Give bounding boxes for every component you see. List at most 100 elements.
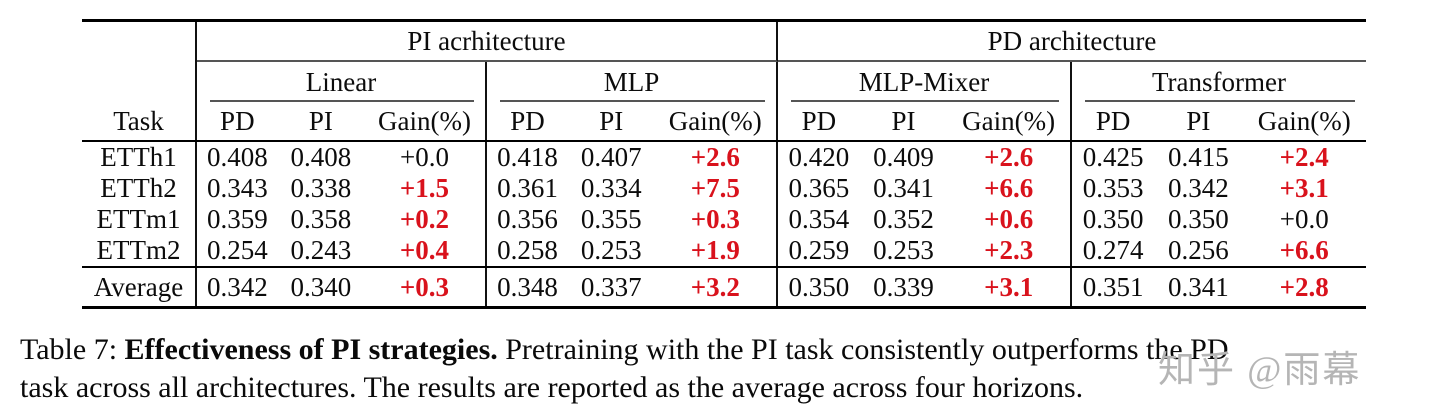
metric-cell: 0.343	[206, 173, 268, 203]
task-cell: Average	[82, 268, 197, 306]
table-row-ettm2: ETTm2 0.254 0.243 +0.4 0.258 0.253 +1.9 …	[82, 235, 1366, 266]
cells-linear: 0.342 0.340 +0.3	[197, 268, 487, 306]
cells-mlp-mixer: 0.420 0.409 +2.6	[778, 142, 1072, 173]
metric-cell: 0.350	[1168, 204, 1229, 234]
cells-transformer: 0.350 0.350 +0.0	[1072, 204, 1366, 235]
table-row-ettm1: ETTm1 0.359 0.358 +0.2 0.356 0.355 +0.3 …	[82, 204, 1366, 235]
cmidrule-transformer	[1085, 100, 1355, 102]
model-header-transformer-label: Transformer	[1152, 66, 1286, 97]
metric-cell: 0.365	[788, 173, 850, 203]
task-label: ETTm1	[96, 204, 181, 234]
results-table: PI acrhitecture PD architecture Linear M…	[82, 19, 1366, 309]
metric-cell: 0.354	[788, 204, 850, 234]
gain-cell: +0.3	[690, 204, 740, 234]
gain-cell: +6.6	[1279, 235, 1329, 265]
caption-line1-text: Pretraining with the PI task consistentl…	[505, 333, 1229, 366]
colhead-pi: PI	[891, 105, 916, 136]
arch-header-pd-label: PD architecture	[987, 25, 1157, 56]
gain-cell: +2.3	[984, 235, 1034, 265]
task-label: ETTh2	[100, 173, 177, 203]
metric-cell: 0.259	[788, 235, 850, 265]
gain-cell: +2.6	[984, 142, 1034, 172]
cmidrule-mlp	[500, 100, 765, 102]
metric-cell: 0.351	[1082, 271, 1144, 302]
cells-mlp: 0.356 0.355 +0.3	[487, 204, 778, 235]
metric-cell: 0.341	[873, 173, 934, 203]
metric-cell: 0.341	[1168, 271, 1229, 302]
caption-label: Table 7:	[20, 333, 118, 366]
gain-cell: +0.4	[399, 235, 450, 265]
model-header-linear: Linear	[197, 62, 487, 102]
cells-mlp: 0.418 0.407 +2.6	[487, 142, 778, 173]
gain-cell: +0.6	[984, 204, 1034, 234]
table-row-average: Average 0.342 0.340 +0.3 0.348 0.337 +3.…	[82, 268, 1366, 306]
metric-cell: 0.407	[580, 142, 642, 172]
caption-line-2: task across all architectures. The resul…	[20, 370, 1084, 404]
colhead-gain: Gain(%)	[668, 105, 762, 136]
metric-cell: 0.339	[873, 271, 934, 302]
gain-cell: +2.6	[690, 142, 740, 172]
metric-cell: 0.348	[497, 271, 558, 302]
metric-cell: 0.340	[290, 271, 352, 302]
metric-cell: 0.350	[1082, 204, 1144, 234]
gain-cell: +1.5	[399, 173, 450, 203]
gain-cell: +6.6	[984, 173, 1034, 203]
cells-mlp-mixer: 0.259 0.253 +2.3	[778, 235, 1072, 266]
gain-cell: +2.4	[1279, 142, 1329, 172]
cells-transformer: 0.274 0.256 +6.6	[1072, 235, 1366, 266]
colhead-gain: Gain(%)	[1257, 105, 1351, 136]
metric-cell: 0.350	[788, 271, 850, 302]
metric-cell: 0.274	[1082, 235, 1144, 265]
gain-cell: +0.2	[399, 204, 450, 234]
model-header-mlp-mixer: MLP-Mixer	[778, 62, 1072, 102]
gain-cell: +3.2	[690, 271, 740, 302]
cells-linear: 0.408 0.408 +0.0	[197, 142, 487, 173]
metric-cell: 0.356	[497, 204, 558, 234]
zhihu-watermark: 知乎 @雨幕	[1158, 350, 1362, 391]
cells-transformer: 0.353 0.342 +3.1	[1072, 173, 1366, 204]
metric-cell: 0.359	[206, 204, 268, 234]
model-header-mlp-mixer-label: MLP-Mixer	[858, 66, 990, 97]
task-column-header: Task	[82, 102, 197, 140]
arch-header-row: PI acrhitecture PD architecture	[82, 22, 1366, 62]
colheads-linear: PD PI Gain(%)	[197, 102, 487, 140]
cmidrule-mlp-mixer	[791, 100, 1059, 102]
colhead-gain: Gain(%)	[962, 105, 1056, 136]
colheads-mlp-mixer: PD PI Gain(%)	[778, 102, 1072, 140]
table-caption: Table 7: Effectiveness of PI strategies.…	[20, 331, 1424, 406]
metric-cell: 0.358	[290, 204, 352, 234]
gain-cell: +0.0	[1279, 204, 1329, 234]
model-header-mlp-label: MLP	[603, 66, 660, 97]
caption-title-bold: Effectiveness of PI strategies.	[124, 333, 498, 366]
metric-cell: 0.253	[580, 235, 642, 265]
cells-mlp-mixer: 0.365 0.341 +6.6	[778, 173, 1072, 204]
colhead-pd: PD	[801, 105, 837, 136]
column-header-row: Task PD PI Gain(%) PD PI Gain(%) PD PI G…	[82, 102, 1366, 142]
metric-cell: 0.243	[290, 235, 352, 265]
metric-cell: 0.420	[788, 142, 850, 172]
metric-cell: 0.408	[290, 142, 352, 172]
arch-header-pi: PI acrhitecture	[197, 22, 778, 62]
metric-cell: 0.408	[206, 142, 268, 172]
task-header-spacer	[82, 62, 197, 102]
task-label: Average	[93, 271, 184, 302]
task-column-header-label: Task	[113, 105, 164, 136]
gain-cell: +0.0	[400, 142, 449, 172]
colhead-pd: PD	[1095, 105, 1131, 136]
cells-mlp: 0.258 0.253 +1.9	[487, 235, 778, 266]
model-header-linear-label: Linear	[305, 66, 377, 97]
caption-line-1: Table 7: Effectiveness of PI strategies.…	[20, 331, 1424, 369]
arch-header-pi-label: PI acrhitecture	[407, 25, 566, 56]
metric-cell: 0.409	[873, 142, 934, 172]
cells-linear: 0.359 0.358 +0.2	[197, 204, 487, 235]
cells-mlp: 0.361 0.334 +7.5	[487, 173, 778, 204]
metric-cell: 0.254	[206, 235, 268, 265]
table-row-etth2: ETTh2 0.343 0.338 +1.5 0.361 0.334 +7.5 …	[82, 173, 1366, 204]
task-cell: ETTm2	[82, 235, 197, 266]
colhead-pd: PD	[220, 105, 255, 136]
metric-cell: 0.415	[1168, 142, 1229, 172]
metric-cell: 0.418	[497, 142, 558, 172]
gain-cell: +3.1	[1279, 173, 1329, 203]
metric-cell: 0.355	[580, 204, 642, 234]
task-cell: ETTh1	[82, 142, 197, 173]
